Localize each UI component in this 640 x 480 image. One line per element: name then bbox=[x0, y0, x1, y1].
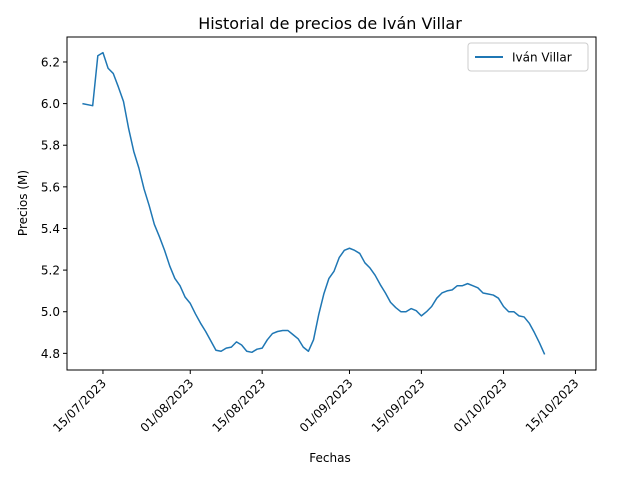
y-tick-label: 4.8 bbox=[41, 347, 60, 361]
legend: Iván Villar bbox=[467, 42, 589, 72]
y-tick-label: 6.2 bbox=[41, 55, 60, 69]
y-axis: 4.8 5.0 5.2 5.4 5.6 5.8 6.0 6.2 bbox=[41, 55, 67, 361]
legend-label: Iván Villar bbox=[512, 51, 572, 65]
y-tick-label: 5.4 bbox=[41, 222, 60, 236]
plot-area bbox=[66, 36, 597, 371]
y-tick-label: 5.0 bbox=[41, 305, 60, 319]
y-tick-label: 5.2 bbox=[41, 264, 60, 278]
chart-title: Historial de precios de Iván Villar bbox=[198, 14, 462, 33]
legend-box bbox=[467, 42, 589, 72]
series-line-0 bbox=[82, 51, 546, 355]
y-axis-label: Precios (M) bbox=[16, 170, 30, 236]
x-axis-label: Fechas bbox=[309, 451, 350, 465]
series-layer bbox=[82, 51, 546, 355]
y-tick-label: 5.6 bbox=[41, 180, 60, 194]
y-tick-label: 6.0 bbox=[41, 97, 60, 111]
y-tick-label: 5.8 bbox=[41, 139, 60, 153]
